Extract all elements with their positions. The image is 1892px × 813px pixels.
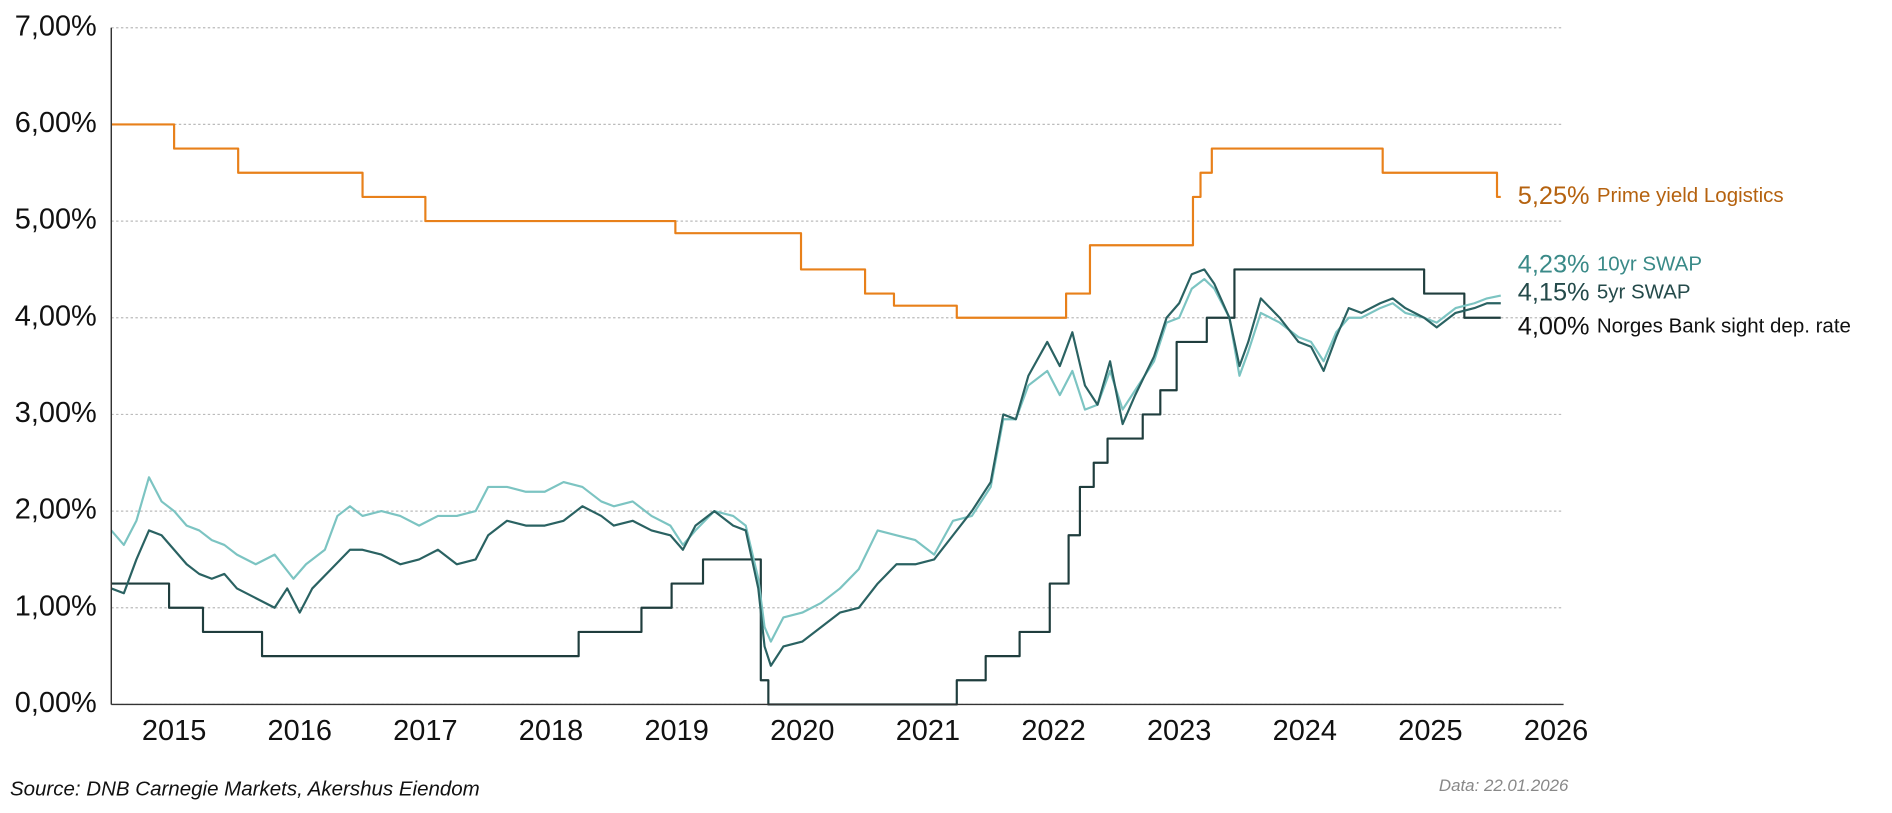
end-label: 4,15% 5yr SWAP (1518, 278, 1691, 306)
grid (111, 27, 1564, 706)
end-value: 4,00% (1518, 312, 1590, 340)
end-label: 4,00% Norges Bank sight dep. rate (1518, 312, 1851, 340)
y-tick-label: 6,00% (15, 107, 97, 139)
end-label: 4,23% 10yr SWAP (1518, 250, 1702, 278)
end-value: 4,23% (1518, 250, 1590, 278)
series-line (111, 123, 1501, 319)
x-tick-label: 2016 (268, 715, 332, 747)
x-tick-label: 2015 (142, 715, 206, 747)
data-date: Data: 22.01.2026 (1439, 776, 1569, 795)
x-tick-label: 2022 (1021, 715, 1085, 747)
legend-entry: Prime yield Logistics (1597, 184, 1784, 207)
x-tick-label: 2020 (770, 715, 834, 747)
end-value: 4,15% (1518, 278, 1590, 306)
x-tick-label: 2019 (644, 715, 708, 747)
y-tick-label: 0,00% (15, 687, 97, 719)
end-label: 5,25% Prime yield Logistics (1518, 182, 1784, 210)
legend-entry: 10yr SWAP (1597, 253, 1702, 276)
y-tick-label: 7,00% (15, 10, 97, 42)
y-tick-label: 2,00% (15, 494, 97, 526)
x-tick-label: 2018 (519, 715, 583, 747)
series-line (110, 278, 1501, 643)
y-tick-label: 5,00% (15, 204, 97, 236)
legend-entry: Norges Bank sight dep. rate (1597, 315, 1851, 338)
plot-area (110, 123, 1501, 706)
source-note: Source: DNB Carnegie Markets, Akershus E… (10, 778, 480, 801)
x-tick-label: 2025 (1398, 715, 1462, 747)
labels: 0,00% 1,00% 2,00% 3,00% 4,00% 5,00% 6,00% 7,00%… (15, 10, 1851, 746)
x-tick-label: 2023 (1147, 715, 1211, 747)
x-tick-label: 2021 (896, 715, 960, 747)
y-tick-label: 1,00% (15, 590, 97, 622)
y-tick-label: 4,00% (15, 300, 97, 332)
x-tick-label: 2026 (1524, 715, 1588, 747)
legend-entry: 5yr SWAP (1597, 281, 1691, 304)
end-value: 5,25% (1518, 182, 1590, 210)
x-tick-label: 2017 (393, 715, 457, 747)
series-line (110, 268, 1501, 667)
series-line (111, 268, 1501, 706)
x-tick-label: 2024 (1273, 715, 1337, 747)
y-tick-label: 3,00% (15, 397, 97, 429)
